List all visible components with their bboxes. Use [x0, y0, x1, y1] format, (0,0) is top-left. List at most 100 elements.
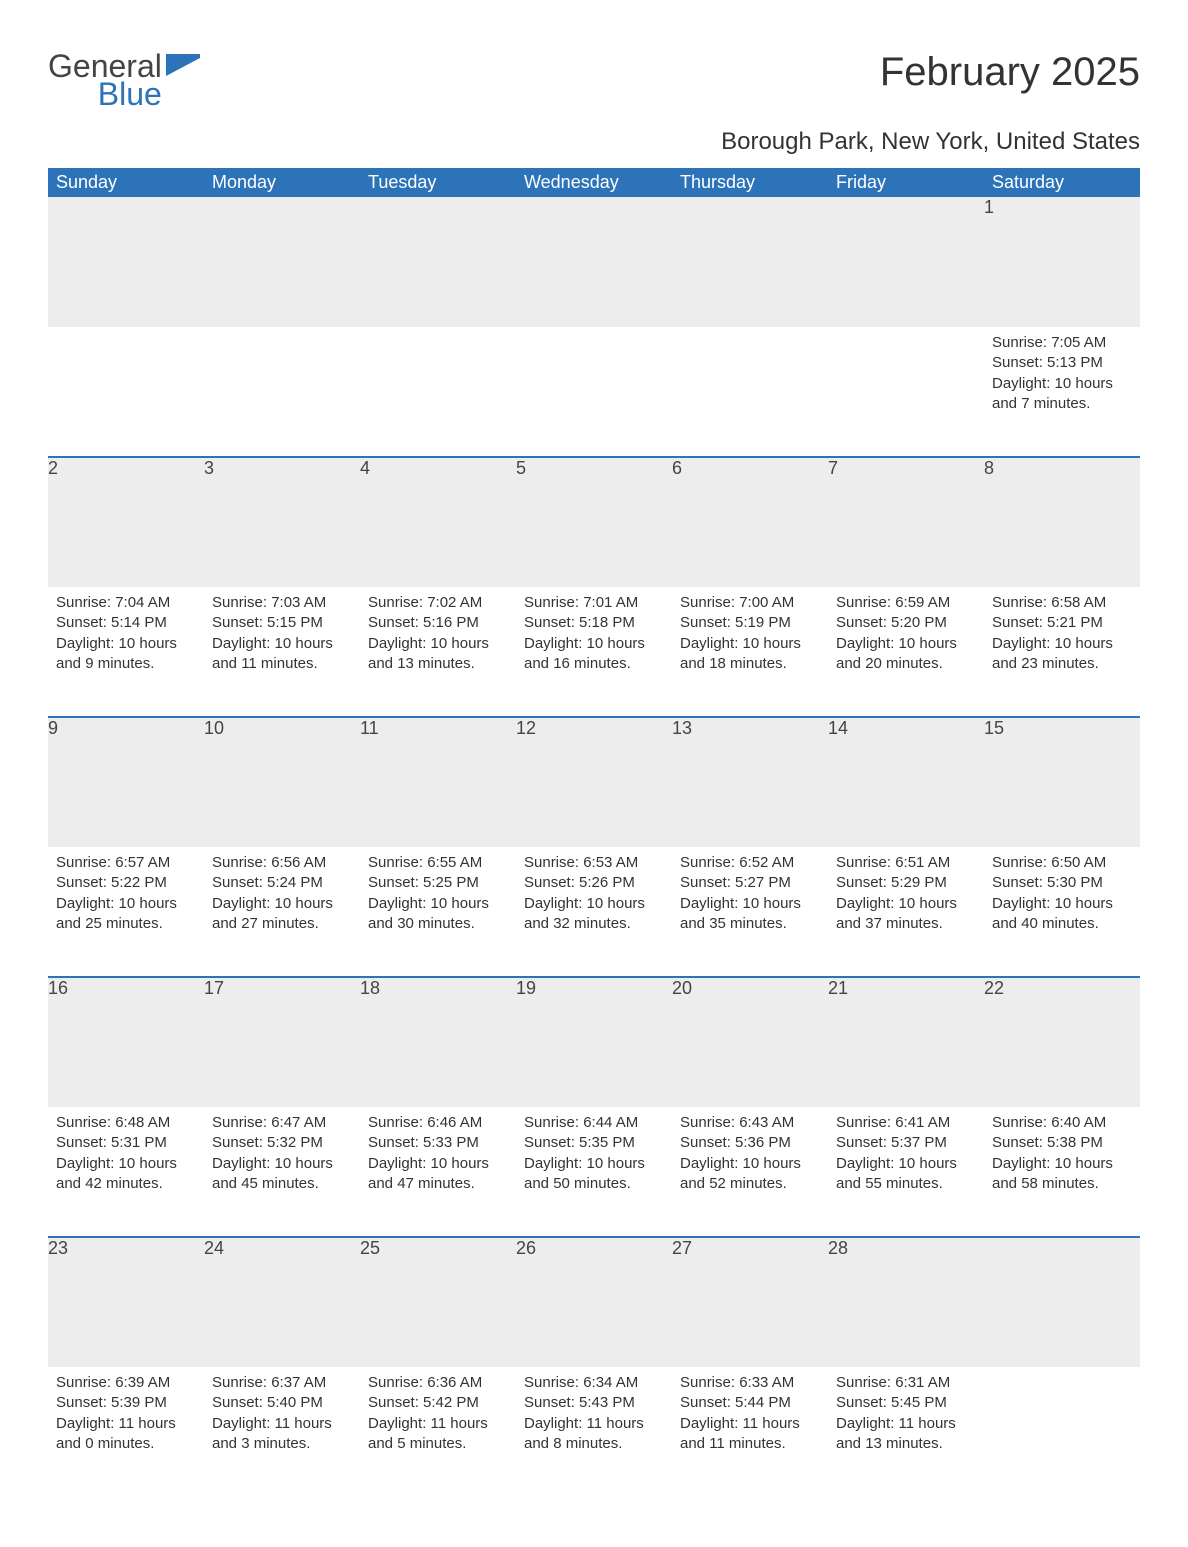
day-details: Sunrise: 6:31 AMSunset: 5:45 PMDaylight:… [828, 1367, 984, 1472]
sunset-line: Sunset: 5:42 PM [368, 1393, 508, 1413]
day-details: Sunrise: 6:55 AMSunset: 5:25 PMDaylight:… [360, 847, 516, 952]
day-number-cell: 12 [516, 717, 672, 847]
logo-flag-icon [166, 54, 200, 81]
sunrise-line: Sunrise: 6:46 AM [368, 1113, 508, 1133]
day-details: Sunrise: 6:56 AMSunset: 5:24 PMDaylight:… [204, 847, 360, 952]
day-number-cell: 3 [204, 457, 360, 587]
day-details: Sunrise: 7:03 AMSunset: 5:15 PMDaylight:… [204, 587, 360, 692]
day-cell: Sunrise: 6:44 AMSunset: 5:35 PMDaylight:… [516, 1107, 672, 1237]
sunrise-line: Sunrise: 6:52 AM [680, 853, 820, 873]
daylight-line: Daylight: 11 hours and 3 minutes. [212, 1414, 352, 1455]
sunrise-line: Sunrise: 6:48 AM [56, 1113, 196, 1133]
day-number-cell: 16 [48, 977, 204, 1107]
daylight-line: Daylight: 10 hours and 27 minutes. [212, 894, 352, 935]
sunset-line: Sunset: 5:25 PM [368, 873, 508, 893]
sunrise-line: Sunrise: 7:02 AM [368, 593, 508, 613]
day-details: Sunrise: 6:47 AMSunset: 5:32 PMDaylight:… [204, 1107, 360, 1212]
day-cell: Sunrise: 6:57 AMSunset: 5:22 PMDaylight:… [48, 847, 204, 977]
day-number-cell: 8 [984, 457, 1140, 587]
sunrise-line: Sunrise: 6:51 AM [836, 853, 976, 873]
day-details: Sunrise: 6:37 AMSunset: 5:40 PMDaylight:… [204, 1367, 360, 1472]
daydata-row: Sunrise: 6:57 AMSunset: 5:22 PM Daylight:… [48, 847, 1140, 977]
day-number-cell: 22 [984, 977, 1140, 1107]
day-details: Sunrise: 7:02 AMSunset: 5:16 PMDaylight:… [360, 587, 516, 692]
day-number-cell: 7 [828, 457, 984, 587]
sunset-line: Sunset: 5:40 PM [212, 1393, 352, 1413]
day-details: Sunrise: 6:50 AMSunset: 5:30 PMDaylight:… [984, 847, 1140, 952]
weekday-header: Tuesday [360, 168, 516, 197]
daylight-line: Daylight: 10 hours and 11 minutes. [212, 634, 352, 675]
day-number-cell: 25 [360, 1237, 516, 1367]
day-details: Sunrise: 7:05 AMSunset: 5:13 PMDaylight:… [984, 327, 1140, 432]
day-details: Sunrise: 6:41 AMSunset: 5:37 PMDaylight:… [828, 1107, 984, 1212]
sunset-line: Sunset: 5:18 PM [524, 613, 664, 633]
weekday-header: Monday [204, 168, 360, 197]
day-cell: Sunrise: 6:33 AMSunset: 5:44 PMDaylight:… [672, 1367, 828, 1497]
day-number-cell: 9 [48, 717, 204, 847]
sunrise-line: Sunrise: 7:03 AM [212, 593, 352, 613]
day-cell: Sunrise: 7:03 AMSunset: 5:15 PMDaylight:… [204, 587, 360, 717]
sunset-line: Sunset: 5:36 PM [680, 1133, 820, 1153]
sunrise-line: Sunrise: 6:56 AM [212, 853, 352, 873]
sunset-line: Sunset: 5:29 PM [836, 873, 976, 893]
day-cell: Sunrise: 6:39 AMSunset: 5:39 PMDaylight:… [48, 1367, 204, 1497]
day-details: Sunrise: 6:59 AMSunset: 5:20 PMDaylight:… [828, 587, 984, 692]
day-cell: Sunrise: 7:05 AMSunset: 5:13 PMDaylight:… [984, 327, 1140, 457]
sunset-line: Sunset: 5:22 PM [56, 873, 196, 893]
sunrise-line: Sunrise: 6:41 AM [836, 1113, 976, 1133]
day-number-cell: 14 [828, 717, 984, 847]
day-cell [516, 327, 672, 457]
sunrise-line: Sunrise: 6:33 AM [680, 1373, 820, 1393]
sunset-line: Sunset: 5:32 PM [212, 1133, 352, 1153]
sunrise-line: Sunrise: 7:01 AM [524, 593, 664, 613]
daydata-row: Sunrise: 7:04 AMSunset: 5:14 PMDaylight:… [48, 587, 1140, 717]
daydata-row: Sunrise: 7:05 AMSunset: 5:13 PMDaylight:… [48, 327, 1140, 457]
day-number-cell: 6 [672, 457, 828, 587]
daylight-line: Daylight: 10 hours and 20 minutes. [836, 634, 976, 675]
day-cell: Sunrise: 6:37 AMSunset: 5:40 PMDaylight:… [204, 1367, 360, 1497]
sunset-line: Sunset: 5:43 PM [524, 1393, 664, 1413]
month-title: February 2025 [880, 50, 1140, 95]
weekday-header: Thursday [672, 168, 828, 197]
sunset-line: Sunset: 5:24 PM [212, 873, 352, 893]
day-cell: Sunrise: 6:36 AMSunset: 5:42 PMDaylight:… [360, 1367, 516, 1497]
daylight-line: Daylight: 10 hours and 52 minutes. [680, 1154, 820, 1195]
daylight-line: Daylight: 10 hours and 23 minutes. [992, 634, 1132, 675]
day-cell: Sunrise: 6:52 AMSunset: 5:27 PMDaylight:… [672, 847, 828, 977]
day-cell: Sunrise: 6:47 AMSunset: 5:32 PMDaylight:… [204, 1107, 360, 1237]
day-number-cell [48, 197, 204, 327]
logo-text: General Blue [48, 50, 162, 110]
sunset-line: Sunset: 5:15 PM [212, 613, 352, 633]
daylight-line: Daylight: 10 hours and 40 minutes. [992, 894, 1132, 935]
day-cell: Sunrise: 6:34 AMSunset: 5:43 PMDaylight:… [516, 1367, 672, 1497]
day-number-cell: 20 [672, 977, 828, 1107]
title-block: February 2025 [880, 50, 1140, 95]
sunrise-line: Sunrise: 6:57 AM [56, 853, 196, 873]
sunset-line: Sunset: 5:20 PM [836, 613, 976, 633]
sunset-line: Sunset: 5:16 PM [368, 613, 508, 633]
day-cell: Sunrise: 6:51 AMSunset: 5:29 PMDaylight:… [828, 847, 984, 977]
sunset-line: Sunset: 5:30 PM [992, 873, 1132, 893]
daylight-line: Daylight: 10 hours and 9 minutes. [56, 634, 196, 675]
day-number-cell: 21 [828, 977, 984, 1107]
day-cell [204, 327, 360, 457]
day-cell: Sunrise: 7:02 AMSunset: 5:16 PMDaylight:… [360, 587, 516, 717]
sunset-line: Sunset: 5:35 PM [524, 1133, 664, 1153]
day-details: Sunrise: 6:36 AMSunset: 5:42 PMDaylight:… [360, 1367, 516, 1472]
sunrise-line: Sunrise: 7:04 AM [56, 593, 196, 613]
day-details: Sunrise: 6:48 AMSunset: 5:31 PMDaylight:… [48, 1107, 204, 1212]
daynum-row: 9101112131415 [48, 717, 1140, 847]
sunset-line: Sunset: 5:39 PM [56, 1393, 196, 1413]
day-details: Sunrise: 6:39 AMSunset: 5:39 PMDaylight:… [48, 1367, 204, 1472]
daylight-line: Daylight: 10 hours and 37 minutes. [836, 894, 976, 935]
sunrise-line: Sunrise: 6:55 AM [368, 853, 508, 873]
sunrise-line: Sunrise: 6:53 AM [524, 853, 664, 873]
day-number-cell: 10 [204, 717, 360, 847]
daylight-line: Daylight: 11 hours and 0 minutes. [56, 1414, 196, 1455]
daylight-line: Daylight: 10 hours and 35 minutes. [680, 894, 820, 935]
day-number-cell [516, 197, 672, 327]
sunset-line: Sunset: 5:37 PM [836, 1133, 976, 1153]
day-number-cell: 24 [204, 1237, 360, 1367]
day-number-cell: 26 [516, 1237, 672, 1367]
daylight-line: Daylight: 10 hours and 50 minutes. [524, 1154, 664, 1195]
